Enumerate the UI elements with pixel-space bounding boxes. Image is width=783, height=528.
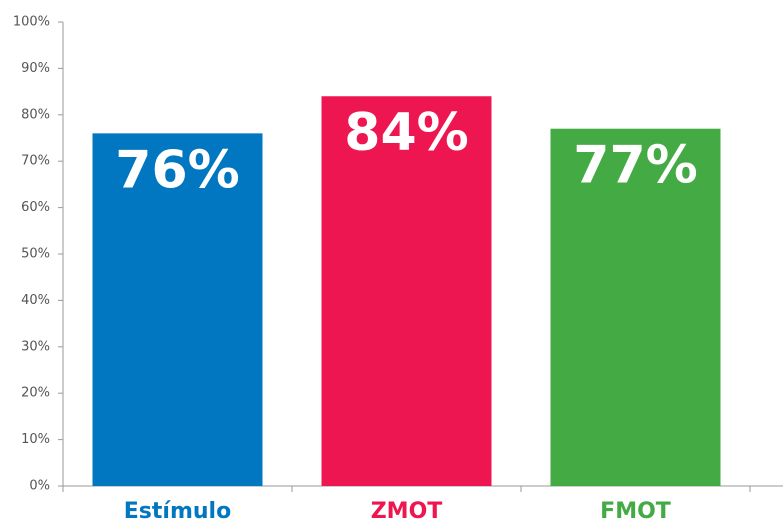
y-tick-label: 90% [21, 61, 50, 76]
y-tick-label: 30% [21, 339, 50, 354]
bar [321, 96, 492, 487]
bar [92, 133, 263, 487]
y-tick-label: 80% [21, 107, 50, 122]
y-tick-label: 0% [29, 479, 50, 494]
y-tick-label: 20% [21, 386, 50, 401]
y-tick-label: 100% [13, 15, 50, 30]
value-label: 76% [115, 140, 239, 200]
x-tick-label: ZMOT [371, 499, 443, 524]
x-tick-label: Estímulo [124, 499, 231, 524]
y-tick-label: 60% [21, 200, 50, 215]
y-tick-label: 50% [21, 247, 50, 262]
y-tick-label: 10% [21, 432, 50, 447]
bar [550, 128, 721, 486]
y-tick-label: 70% [21, 154, 50, 169]
y-tick-label: 40% [21, 293, 50, 308]
value-label: 84% [344, 103, 468, 163]
value-label: 77% [573, 136, 697, 196]
x-tick-label: FMOT [600, 499, 671, 524]
